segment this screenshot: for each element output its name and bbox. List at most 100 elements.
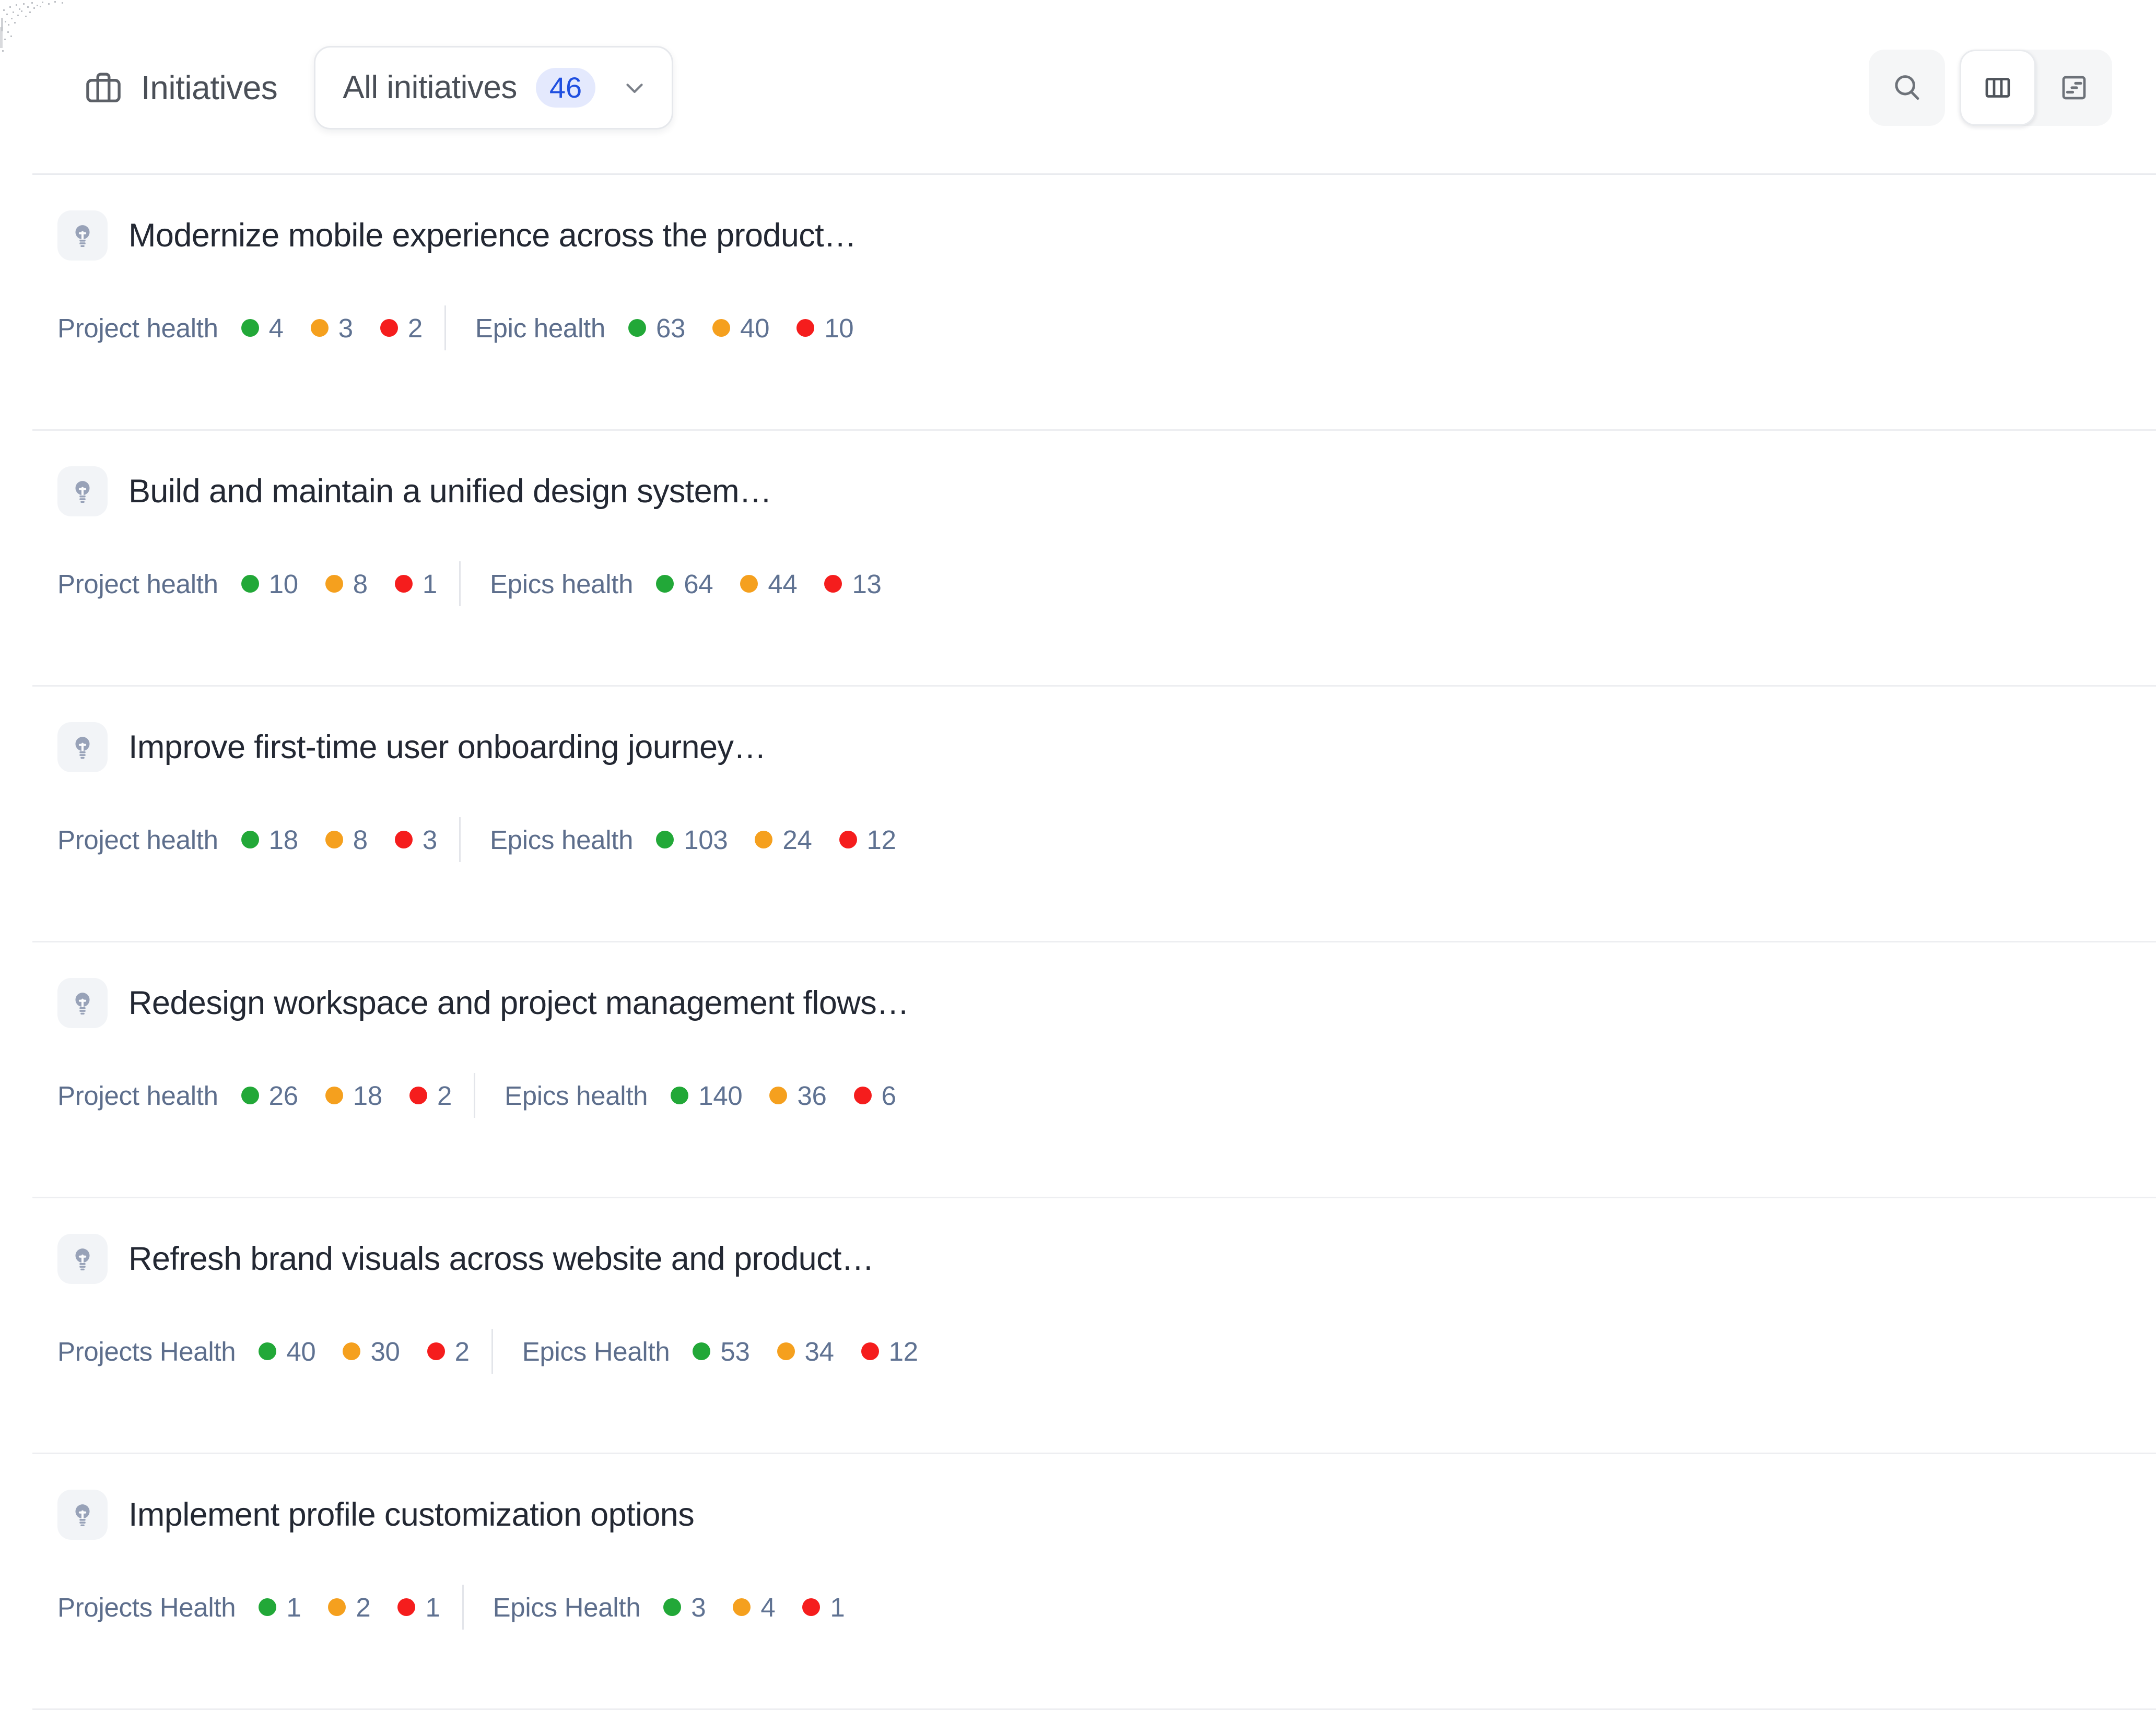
header-divider [32,173,2156,175]
initiative-metrics: Projects Health 40 30 2 Epics Health [57,1329,2156,1374]
red-dot-icon [802,1598,821,1616]
briefcase-icon [86,72,121,102]
metrics-separator [462,1585,464,1630]
epic-health-orange: 36 [769,1080,827,1111]
board-view-icon [1985,77,2010,98]
timeline-view-icon [2062,76,2086,99]
orange-dot-icon [733,1598,751,1616]
initiative-header: Improve first-time user onboarding journ… [57,722,2156,772]
initiative-row[interactable]: Redesign workspace and project managemen… [0,942,2156,1198]
epic-health-label: Epic health [475,313,605,343]
search-button[interactable] [1869,49,1945,126]
project-health-green: 1 [259,1592,301,1623]
initiative-metrics: Project health 10 8 1 Epics health [57,561,2156,606]
epic-health-label: Epics Health [493,1592,641,1622]
initiative-header: Refresh brand visuals across website and… [57,1234,2156,1284]
project-health-orange: 2 [328,1592,371,1623]
epic-health-red: 6 [853,1080,896,1111]
epic-health-green: 63 [628,313,685,344]
red-dot-icon [853,1087,872,1104]
project-health-red: 2 [427,1336,470,1367]
search-icon [1895,75,1919,100]
epic-health-orange: 40 [712,313,770,344]
initiative-row[interactable]: Modernize mobile experience across the p… [0,175,2156,431]
initiative-header: Redesign workspace and project managemen… [57,978,2156,1028]
epic-health-orange: 24 [755,824,812,855]
project-health-group: Project health 10 8 1 [57,569,437,599]
project-health-orange: 18 [325,1080,382,1111]
red-dot-icon [380,319,398,337]
project-health-red: 1 [397,1592,440,1623]
initiative-row[interactable]: Implement profile customization options … [0,1454,2156,1710]
green-dot-icon [663,1598,682,1616]
project-health-group: Project health 26 18 2 [57,1080,452,1111]
metrics-separator [444,305,446,350]
project-health-label: Project health [57,313,218,343]
header-actions [1869,49,2112,126]
all-initiatives-filter-dropdown[interactable]: All initiatives 46 [314,45,674,129]
metrics-separator [491,1329,493,1374]
epic-health-red: 12 [839,824,896,855]
initiative-row[interactable]: Build and maintain a unified design syst… [0,431,2156,687]
green-dot-icon [693,1342,711,1360]
epic-health-green: 64 [656,569,713,599]
header-left: Initiatives [84,68,278,108]
chevron-down-icon [626,83,643,93]
project-health-green: 18 [241,824,298,855]
initiative-metrics: Project health 4 3 2 Epic health [57,305,2156,350]
epic-health-red: 12 [861,1336,918,1367]
initiative-row[interactable]: Improve first-time user onboarding journ… [0,687,2156,942]
epic-health-orange: 44 [740,569,798,599]
orange-dot-icon [740,575,758,593]
epic-health-label: Epics health [489,824,634,855]
epic-health-orange: 34 [777,1336,834,1367]
project-health-green: 4 [241,313,284,344]
initiative-title: Build and maintain a unified design syst… [128,473,772,510]
orange-dot-icon [328,1598,346,1616]
lightbulb-icon [57,722,108,772]
project-health-orange: 8 [325,824,368,855]
red-dot-icon [824,575,842,593]
initiative-title: Refresh brand visuals across website and… [128,1241,874,1277]
green-dot-icon [241,319,259,337]
initiative-metrics: Project health 18 8 3 Epics health [57,817,2156,862]
initiative-row[interactable]: Refresh brand visuals across website and… [0,1198,2156,1454]
board-view-button[interactable] [1960,49,2036,126]
epic-health-label: Epics health [489,569,634,599]
project-health-green: 26 [241,1080,298,1111]
project-health-group: Projects Health 40 30 2 [57,1336,470,1367]
initiative-header: Modernize mobile experience across the p… [57,210,2156,261]
project-health-label: Project health [57,1080,218,1111]
view-switcher [1960,49,2112,126]
epic-health-green: 140 [671,1080,743,1111]
orange-dot-icon [310,319,329,337]
red-dot-icon [409,1087,427,1104]
epic-health-red: 10 [796,313,854,344]
epic-health-group: Epic health 63 40 10 [475,313,854,344]
project-health-group: Project health 18 8 3 [57,824,437,855]
lightbulb-icon [57,466,108,516]
project-health-red: 2 [380,313,423,344]
green-dot-icon [656,575,674,593]
epic-health-group: Epics health 103 24 12 [490,824,896,855]
lightbulb-icon [57,1234,108,1284]
green-dot-icon [241,1087,259,1104]
epic-health-green: 53 [693,1336,750,1367]
green-dot-icon [628,319,646,337]
red-dot-icon [861,1342,879,1360]
lightbulb-icon [57,1490,108,1540]
green-dot-icon [656,831,674,848]
epic-health-orange: 4 [733,1592,776,1623]
epic-health-green: 103 [656,824,728,855]
project-health-green: 40 [259,1336,316,1367]
green-dot-icon [259,1598,277,1616]
orange-dot-icon [755,831,773,848]
orange-dot-icon [325,1087,343,1104]
green-dot-icon [241,575,259,593]
project-health-orange: 8 [325,569,368,599]
initiative-title: Redesign workspace and project managemen… [128,985,909,1021]
timeline-view-button[interactable] [2036,50,2112,126]
project-health-red: 2 [409,1080,452,1111]
project-health-label: Project health [57,569,218,599]
initiatives-list: Modernize mobile experience across the p… [0,175,2156,1710]
